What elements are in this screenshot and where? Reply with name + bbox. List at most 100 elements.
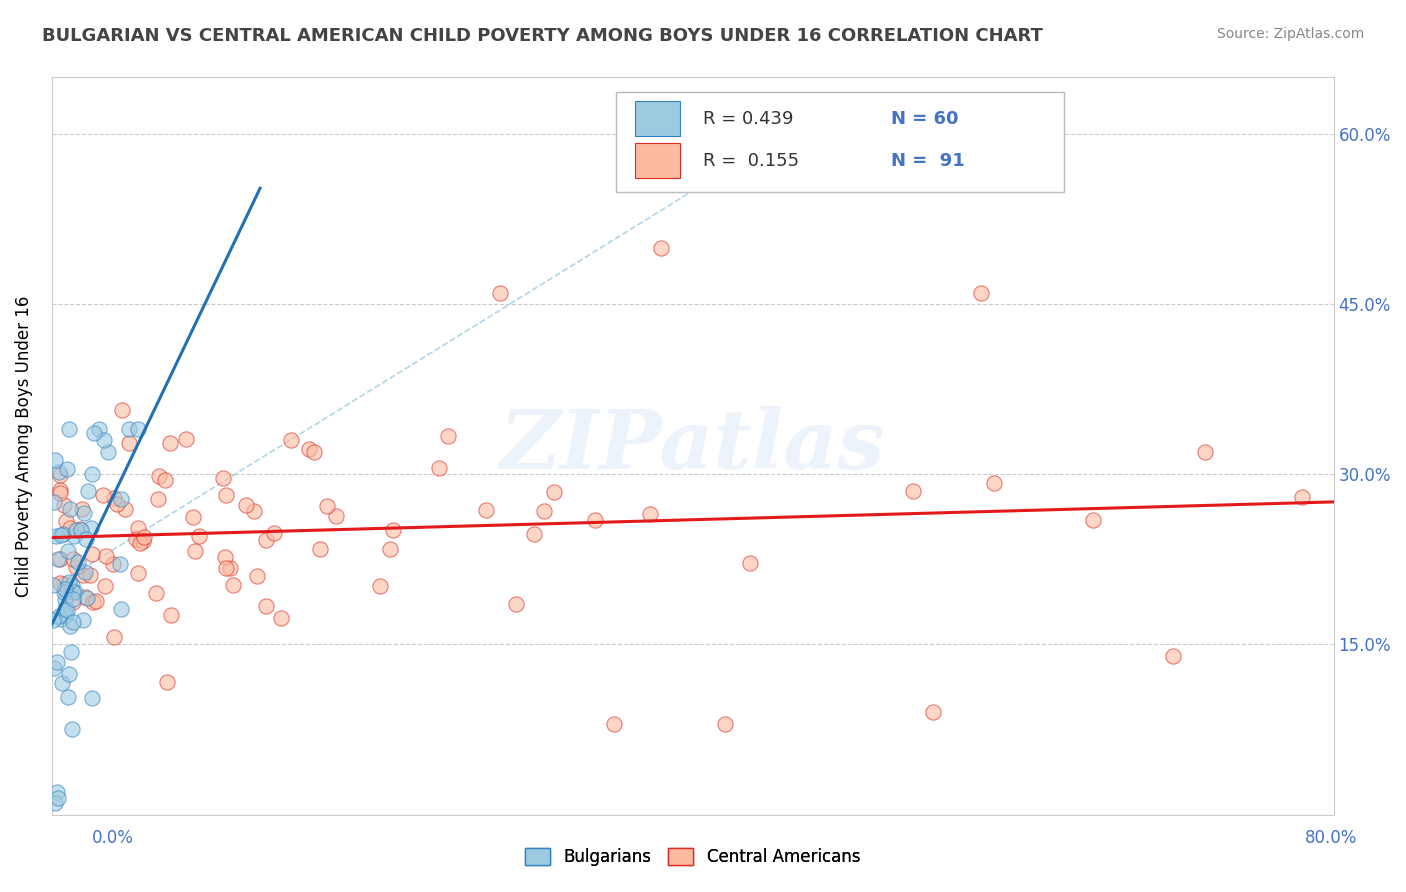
Point <box>368 579 391 593</box>
Point <box>132 534 155 549</box>
Point <box>48 465 70 479</box>
Point <box>53 602 76 616</box>
Point <box>48 552 70 566</box>
Bar <box>636 143 681 178</box>
Point <box>160 607 183 622</box>
Point <box>79 567 101 582</box>
Point <box>49 528 72 542</box>
Point <box>713 716 735 731</box>
Point <box>75 590 97 604</box>
Point <box>127 566 149 581</box>
Point <box>533 504 555 518</box>
Point <box>325 509 347 524</box>
Point <box>174 432 197 446</box>
Point <box>129 536 152 550</box>
Point <box>55 514 77 528</box>
Point <box>91 488 114 502</box>
Point <box>101 558 124 572</box>
Point <box>188 529 211 543</box>
Point <box>214 549 236 564</box>
Point <box>127 422 149 436</box>
Point <box>72 506 94 520</box>
Text: N = 60: N = 60 <box>891 110 959 128</box>
Point <box>62 551 84 566</box>
Point <box>94 549 117 564</box>
Point <box>46 655 69 669</box>
Point <box>49 551 72 566</box>
Point <box>105 497 128 511</box>
Point <box>475 503 498 517</box>
Point <box>69 523 91 537</box>
Point <box>983 475 1005 490</box>
Point <box>215 488 238 502</box>
Point <box>46 790 69 805</box>
Point <box>93 434 115 448</box>
Point <box>63 528 86 542</box>
Point <box>1194 444 1216 458</box>
Point <box>42 660 65 674</box>
Point <box>45 529 67 543</box>
Point <box>181 509 204 524</box>
Point <box>221 577 243 591</box>
Text: ZIPatlas: ZIPatlas <box>501 406 886 486</box>
Point <box>55 607 77 622</box>
Point <box>83 425 105 440</box>
Point <box>42 578 65 592</box>
Point <box>280 433 302 447</box>
Point <box>242 504 264 518</box>
Point <box>901 484 924 499</box>
Point <box>738 557 761 571</box>
Point <box>62 615 84 629</box>
Point <box>638 507 661 521</box>
Point <box>45 785 67 799</box>
Point <box>298 442 321 456</box>
Point <box>72 613 94 627</box>
Text: 0.0%: 0.0% <box>91 830 134 847</box>
Point <box>84 594 107 608</box>
Point <box>49 575 72 590</box>
Point <box>49 612 72 626</box>
Point <box>56 544 79 558</box>
Point <box>922 706 945 720</box>
Point <box>650 241 672 255</box>
Point <box>583 513 606 527</box>
Text: N =  91: N = 91 <box>891 152 965 169</box>
Point <box>111 403 134 417</box>
Point <box>53 576 76 591</box>
Point <box>110 602 132 616</box>
Point <box>59 520 82 534</box>
Point <box>56 603 79 617</box>
Point <box>53 584 76 599</box>
Point <box>156 675 179 690</box>
Point <box>80 521 103 535</box>
Point <box>505 597 527 611</box>
Point <box>42 613 65 627</box>
Point <box>77 484 100 499</box>
Point <box>146 491 169 506</box>
Point <box>53 498 76 512</box>
Point <box>80 547 103 561</box>
Point <box>427 461 450 475</box>
Point <box>114 501 136 516</box>
Point <box>69 523 91 537</box>
Point <box>316 500 339 514</box>
Point <box>58 574 80 589</box>
Point <box>184 543 207 558</box>
Point <box>58 422 80 436</box>
Point <box>153 473 176 487</box>
Point <box>134 530 156 544</box>
Point <box>51 676 73 690</box>
Point <box>1291 490 1313 504</box>
Point <box>62 592 84 607</box>
Point <box>60 645 83 659</box>
Point <box>523 526 546 541</box>
Point <box>49 468 72 483</box>
Point <box>63 584 86 599</box>
Point <box>254 533 277 547</box>
Point <box>53 582 76 597</box>
Point <box>72 502 94 516</box>
Text: R =  0.155: R = 0.155 <box>703 152 799 169</box>
Point <box>59 501 82 516</box>
Point <box>118 422 141 436</box>
Point <box>62 584 84 599</box>
